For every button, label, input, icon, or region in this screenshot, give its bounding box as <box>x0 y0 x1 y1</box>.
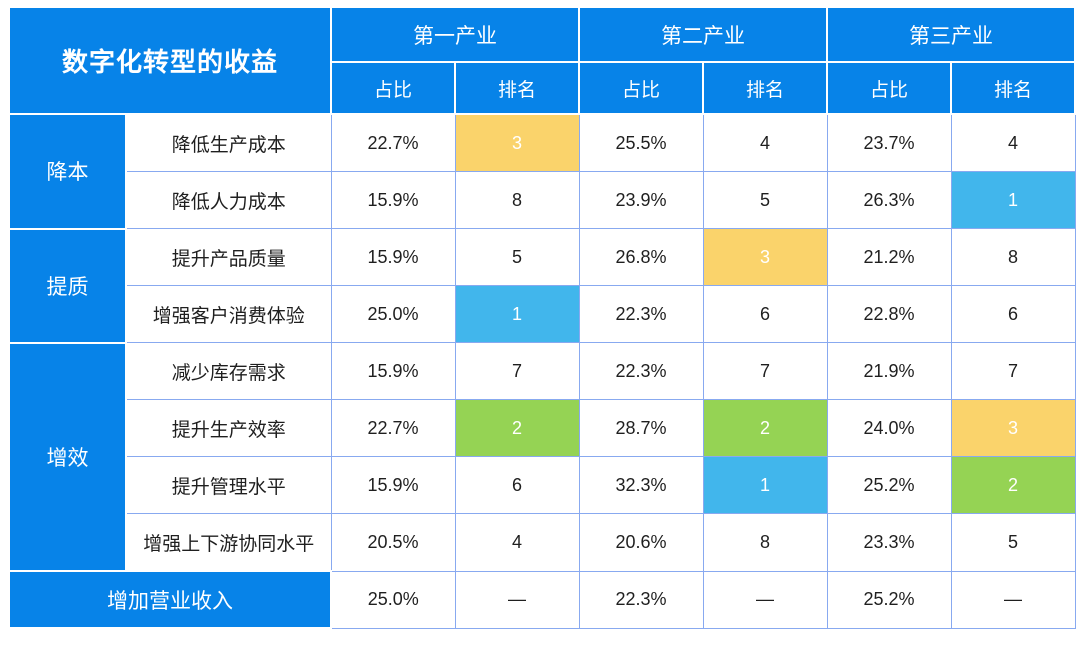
footer-share-industry-1: 25.0% <box>330 570 456 629</box>
share-cell-industry-1: 15.9% <box>330 171 456 229</box>
footer-share-industry-3: 25.2% <box>826 570 952 629</box>
share-cell-industry-3: 25.2% <box>826 456 952 514</box>
share-cell-industry-3: 21.9% <box>826 342 952 400</box>
rank-cell-industry-1: 1 <box>454 285 580 343</box>
rank-cell-industry-3: 6 <box>950 285 1076 343</box>
header-row-metrics: 占比 排名 占比 排名 占比 排名 <box>9 61 1077 115</box>
share-cell-industry-2: 32.3% <box>578 456 704 514</box>
rank-cell-industry-2: 3 <box>702 228 828 286</box>
header-industry-2: 第二产业 <box>578 6 829 63</box>
benefit-label: 减少库存需求 <box>125 342 332 400</box>
rank-cell-industry-2: 6 <box>702 285 828 343</box>
share-cell-industry-2: 26.8% <box>578 228 704 286</box>
rank-cell-industry-2: 4 <box>702 113 828 172</box>
header-share-industry-2: 占比 <box>578 61 705 115</box>
rank-cell-industry-3: 1 <box>950 171 1076 229</box>
share-cell-industry-2: 22.3% <box>578 285 704 343</box>
rank-cell-industry-3: 2 <box>950 456 1076 514</box>
rank-cell-industry-3: 4 <box>950 113 1076 172</box>
table-row: 增强上下游协同水平 20.5% 4 20.6% 8 23.3% 5 <box>9 513 1076 572</box>
share-cell-industry-3: 21.2% <box>826 228 952 286</box>
table-title: 数字化转型的收益 <box>7 6 333 115</box>
footer-rank-industry-1: — <box>454 570 580 629</box>
rank-cell-industry-3: 3 <box>950 399 1076 457</box>
header-share-industry-1: 占比 <box>330 61 457 115</box>
rank-cell-industry-1: 5 <box>454 228 580 286</box>
rank-cell-industry-2: 7 <box>702 342 828 400</box>
header-row-industries: 数字化转型的收益 第一产业 第二产业 第三产业 <box>7 6 1077 115</box>
share-cell-industry-2: 28.7% <box>578 399 704 457</box>
benefit-label: 提升产品质量 <box>125 228 332 286</box>
header-share-industry-3: 占比 <box>826 61 953 115</box>
share-cell-industry-1: 20.5% <box>330 513 456 572</box>
benefit-label: 增强客户消费体验 <box>125 285 332 343</box>
share-cell-industry-3: 23.7% <box>826 113 952 172</box>
benefit-label: 增强上下游协同水平 <box>125 513 332 572</box>
rank-cell-industry-1: 8 <box>454 171 580 229</box>
header-industry-1: 第一产业 <box>330 6 581 63</box>
footer-rank-industry-3: — <box>950 570 1076 629</box>
table-body: 降本 降低生产成本 22.7% 3 25.5% 4 23.7% 4 降低人力成本 15.9% 8 23… <box>8 113 1076 572</box>
share-cell-industry-1: 15.9% <box>330 342 456 400</box>
share-cell-industry-3: 24.0% <box>826 399 952 457</box>
table-row: 提升生产效率 22.7% 2 28.7% 2 24.0% 3 <box>9 399 1076 457</box>
rank-cell-industry-1: 6 <box>454 456 580 514</box>
benefit-label: 提升生产效率 <box>125 399 332 457</box>
footer-label: 增加营业收入 <box>7 570 333 629</box>
share-cell-industry-3: 26.3% <box>826 171 952 229</box>
rank-cell-industry-2: 8 <box>702 513 828 572</box>
benefit-label: 降低人力成本 <box>125 171 332 229</box>
share-cell-industry-2: 25.5% <box>578 113 704 172</box>
table-row: 增强客户消费体验 25.0% 1 22.3% 6 22.8% 6 <box>9 285 1076 343</box>
rank-cell-industry-3: 8 <box>950 228 1076 286</box>
table-row: 降本 降低生产成本 22.7% 3 25.5% 4 23.7% 4 <box>8 113 1076 230</box>
footer-share-industry-2: 22.3% <box>578 570 704 629</box>
benefit-label: 提升管理水平 <box>125 456 332 514</box>
share-cell-industry-2: 23.9% <box>578 171 704 229</box>
footer-rank-industry-2: — <box>702 570 828 629</box>
table-row: 提质 提升产品质量 15.9% 5 26.8% 3 21.2% 8 <box>8 227 1076 344</box>
share-cell-industry-1: 15.9% <box>330 456 456 514</box>
group-cell-3: 增效 <box>8 341 127 572</box>
rank-cell-industry-1: 3 <box>454 113 580 172</box>
rank-cell-industry-2: 5 <box>702 171 828 229</box>
share-cell-industry-1: 15.9% <box>330 228 456 286</box>
share-cell-industry-3: 22.8% <box>826 285 952 343</box>
rank-cell-industry-3: 7 <box>950 342 1076 400</box>
group-cell-1: 降本 <box>8 113 127 230</box>
share-cell-industry-2: 20.6% <box>578 513 704 572</box>
header-rank-industry-3: 排名 <box>950 61 1077 115</box>
rank-cell-industry-1: 2 <box>454 399 580 457</box>
rank-cell-industry-2: 1 <box>702 456 828 514</box>
share-cell-industry-1: 25.0% <box>330 285 456 343</box>
header-industry-3: 第三产业 <box>826 6 1077 63</box>
digital-transformation-benefit-table: 数字化转型的收益 第一产业 第二产业 第三产业 占比 排名 占比 排名 占比 排… <box>7 6 1077 629</box>
share-cell-industry-3: 23.3% <box>826 513 952 572</box>
share-cell-industry-2: 22.3% <box>578 342 704 400</box>
footer-row-revenue: 增加营业收入 25.0% — 22.3% — 25.2% — <box>7 570 1076 629</box>
share-cell-industry-1: 22.7% <box>330 113 456 172</box>
rank-cell-industry-2: 2 <box>702 399 828 457</box>
rank-cell-industry-1: 4 <box>454 513 580 572</box>
rank-cell-industry-3: 5 <box>950 513 1076 572</box>
benefit-label: 降低生产成本 <box>125 113 332 172</box>
rank-cell-industry-1: 7 <box>454 342 580 400</box>
table-row: 降低人力成本 15.9% 8 23.9% 5 26.3% 1 <box>9 171 1076 229</box>
table-row: 提升管理水平 15.9% 6 32.3% 1 25.2% 2 <box>9 456 1076 514</box>
group-cell-2: 提质 <box>8 227 127 344</box>
header-rank-industry-2: 排名 <box>702 61 829 115</box>
share-cell-industry-1: 22.7% <box>330 399 456 457</box>
table-row: 增效 减少库存需求 15.9% 7 22.3% 7 21.9% 7 <box>8 341 1076 572</box>
benefit-table-container: 数字化转型的收益 第一产业 第二产业 第三产业 占比 排名 占比 排名 占比 排… <box>7 6 1077 629</box>
header-rank-industry-1: 排名 <box>454 61 581 115</box>
